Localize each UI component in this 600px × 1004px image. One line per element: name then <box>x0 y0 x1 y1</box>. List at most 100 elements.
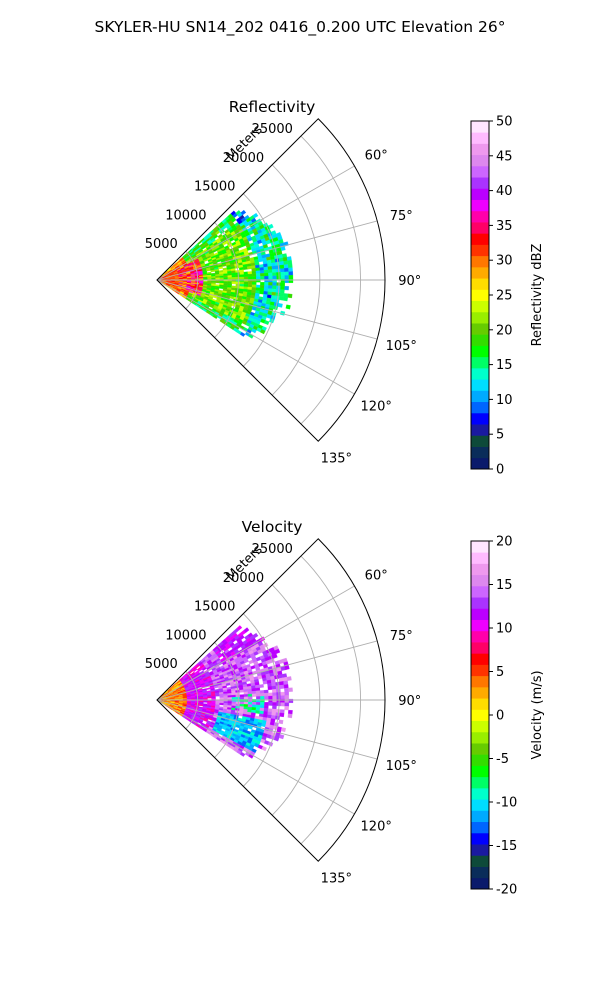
radar-cell <box>284 261 289 265</box>
radar-cell <box>284 268 288 272</box>
radar-cell <box>252 274 256 277</box>
radar-cell <box>244 277 248 280</box>
radar-cell <box>232 697 236 699</box>
radar-cell <box>281 276 285 280</box>
radar-cell <box>228 275 232 277</box>
radar-cell <box>240 695 244 698</box>
radar-cell <box>256 276 260 279</box>
colorbar-segment <box>471 166 489 178</box>
colorbar-tick-label: 20 <box>496 323 513 338</box>
colorbar-segment <box>471 833 489 845</box>
colorbar-segment <box>471 413 489 425</box>
radar-cell <box>284 264 289 268</box>
colorbar-segment <box>471 788 489 800</box>
radar-cell <box>232 695 236 697</box>
radar-cell <box>256 696 260 699</box>
radar-cell <box>244 694 248 697</box>
radar-cell <box>289 272 293 276</box>
radar-cell <box>264 273 268 276</box>
radar-cell <box>268 285 272 289</box>
radar-cell <box>285 706 289 710</box>
colorbar-segment <box>471 200 489 212</box>
radar-cell <box>279 261 284 265</box>
radar-cell <box>273 282 277 285</box>
r-tick-label: 15000 <box>194 600 235 615</box>
radar-cell <box>228 282 232 284</box>
radar-cell <box>272 269 276 273</box>
radar-cell <box>260 285 264 288</box>
radar-cell <box>260 288 264 291</box>
radar-cell <box>269 276 273 279</box>
colorbar-segment <box>471 132 489 144</box>
radar-cell <box>252 271 256 274</box>
radar-cell <box>199 698 203 699</box>
theta-tick-label: 60° <box>365 569 388 584</box>
radar-cell <box>224 694 228 696</box>
colorbar-segment <box>471 687 489 699</box>
radar-cell <box>264 696 268 699</box>
colorbar-tick-label: 30 <box>496 254 513 269</box>
radar-cell <box>281 696 285 700</box>
colorbar-segment <box>471 777 489 789</box>
radar-cell <box>260 696 264 699</box>
colorbar-segment <box>471 631 489 643</box>
radar-cell <box>260 291 264 294</box>
colorbar-segment <box>471 357 489 369</box>
radar-cell <box>272 273 276 277</box>
radar-cell <box>268 273 272 276</box>
colorbar-tick-label: -15 <box>496 839 517 854</box>
colorbar-segment <box>471 732 489 744</box>
radar-cell <box>272 686 276 690</box>
radar-cell <box>203 278 207 280</box>
radar-cell <box>220 278 224 280</box>
radar-cell <box>240 272 244 275</box>
radar-cell <box>244 697 248 700</box>
colorbar-segment <box>471 222 489 234</box>
theta-tick-label: 75° <box>390 209 413 224</box>
radar-cell <box>212 698 216 700</box>
theta-tick-label: 60° <box>365 149 388 164</box>
colorbar-segment <box>471 312 489 324</box>
radar-cell <box>228 697 232 699</box>
colorbar-segment <box>471 676 489 688</box>
radar-cell <box>285 272 289 276</box>
colorbar-segment <box>471 155 489 167</box>
radar-cell <box>268 709 272 713</box>
radar-cell <box>252 694 256 697</box>
colorbar-segment <box>471 289 489 301</box>
radar-cell <box>252 277 256 280</box>
radar-cell <box>211 696 215 698</box>
colorbar-tick-label: 5 <box>496 428 504 443</box>
radar-cell <box>280 268 284 272</box>
radar-cell <box>244 284 248 287</box>
colorbar-segment <box>471 664 489 676</box>
radar-cell <box>248 702 252 705</box>
radar-cell <box>247 266 251 269</box>
r-tick-label: 10000 <box>165 628 206 643</box>
radar-cell <box>264 690 268 693</box>
colorbar-segment <box>471 844 489 856</box>
radar-cell <box>260 273 264 276</box>
theta-tick-label: 75° <box>390 629 413 644</box>
colorbar-tick-label: 45 <box>496 149 513 164</box>
radar-cell <box>216 278 220 280</box>
radar-cell <box>280 713 284 717</box>
radar-cell <box>288 264 292 268</box>
radar-cell <box>280 710 284 714</box>
radar-cell <box>268 266 272 270</box>
colorbar-segment <box>471 878 489 890</box>
radar-cell <box>286 305 291 310</box>
radar-cell <box>281 272 285 276</box>
radar-cell <box>232 702 236 704</box>
radar-cell <box>220 703 224 705</box>
colorbar-segment <box>471 188 489 200</box>
radar-cell <box>252 282 256 285</box>
colorbar-tick-label: -5 <box>496 752 509 767</box>
colorbar-segment <box>471 855 489 867</box>
colorbar-segment <box>471 709 489 721</box>
radar-cell <box>220 696 224 698</box>
theta-tick-label: 90° <box>398 694 421 709</box>
radar-cell <box>256 285 260 288</box>
radar-cell <box>285 286 289 290</box>
